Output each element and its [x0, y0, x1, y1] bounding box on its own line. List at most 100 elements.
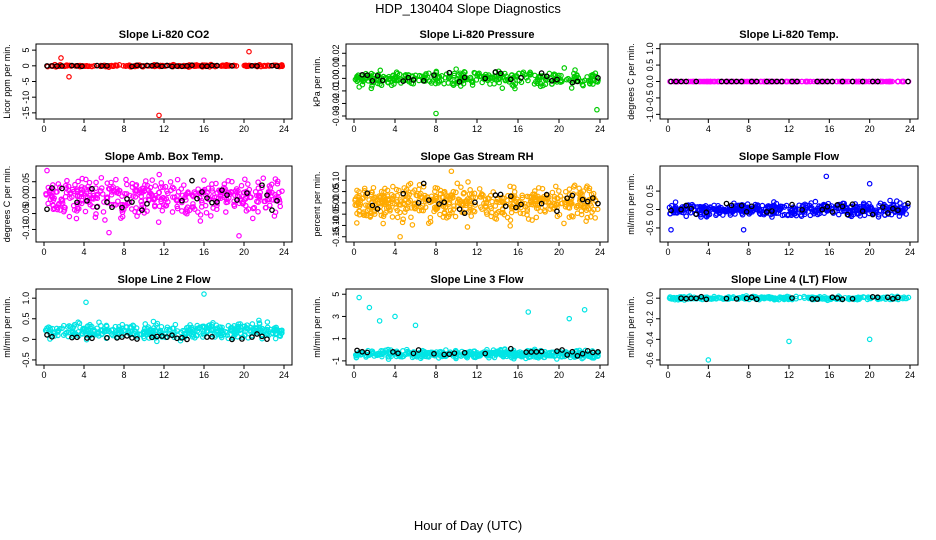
- data-point: [467, 187, 473, 193]
- data-point: [549, 189, 556, 196]
- data-point: [352, 76, 359, 83]
- data-point-black: [164, 334, 170, 340]
- y-tick-label: 0.02: [331, 45, 341, 63]
- y-axis-label: ml/min per min.: [626, 296, 636, 358]
- data-point-black: [589, 349, 596, 356]
- data-point: [112, 323, 119, 330]
- data-point: [184, 210, 190, 217]
- x-tick-label: 12: [472, 124, 482, 134]
- data-point: [512, 354, 518, 360]
- data-point: [70, 329, 76, 335]
- data-point-black: [119, 334, 125, 340]
- data-point: [428, 196, 435, 203]
- data-point: [531, 81, 538, 87]
- data-point: [58, 201, 64, 208]
- x-tick-label: 4: [392, 124, 397, 134]
- data-point: [190, 201, 196, 207]
- data-point: [407, 180, 414, 187]
- data-point: [507, 183, 513, 190]
- data-point: [524, 208, 531, 214]
- data-point: [133, 205, 139, 211]
- data-point: [549, 81, 555, 87]
- x-tick-label: 8: [746, 124, 751, 134]
- data-point: [223, 62, 230, 68]
- data-point: [195, 209, 201, 215]
- data-point-black: [829, 78, 836, 85]
- y-tick-label: 5: [331, 292, 341, 297]
- data-point: [123, 176, 129, 183]
- data-point: [441, 80, 447, 87]
- data-point: [390, 183, 396, 190]
- data-point-black: [149, 334, 155, 341]
- data-point: [491, 350, 498, 357]
- data-point-black: [569, 348, 576, 355]
- data-point-black: [461, 210, 468, 217]
- data-point-black: [104, 334, 110, 341]
- outlier-point: [866, 336, 873, 343]
- data-point: [92, 214, 99, 221]
- data-point: [66, 323, 72, 329]
- data-point-black: [209, 333, 215, 340]
- data-point: [385, 356, 392, 362]
- data-point-black: [548, 77, 555, 84]
- x-tick-label: 24: [279, 124, 289, 134]
- data-point: [472, 202, 479, 208]
- data-point: [74, 186, 81, 193]
- data-point-black: [461, 349, 468, 356]
- data-point: [439, 73, 445, 79]
- data-point: [272, 335, 279, 342]
- data-point-black: [79, 63, 85, 70]
- y-axis-label: percent per min.: [312, 171, 322, 236]
- data-point: [711, 78, 718, 85]
- data-point: [545, 199, 552, 205]
- data-point-black: [874, 294, 881, 301]
- x-tick-label: 16: [513, 370, 523, 380]
- data-point: [252, 189, 259, 195]
- data-point-black: [703, 296, 710, 303]
- data-point: [146, 335, 152, 341]
- data-point-black: [507, 76, 514, 83]
- data-point: [255, 179, 261, 186]
- data-point: [249, 215, 256, 222]
- data-point-black: [224, 192, 230, 198]
- x-tick-label: 8: [433, 370, 438, 380]
- x-tick-label: 16: [824, 124, 834, 134]
- outlier-point: [156, 112, 162, 119]
- data-point: [74, 208, 80, 214]
- data-point: [380, 220, 387, 227]
- data-point: [266, 183, 273, 189]
- data-point: [473, 77, 480, 83]
- data-point: [670, 78, 677, 85]
- data-point: [533, 214, 540, 221]
- data-point: [238, 182, 245, 189]
- data-point: [761, 78, 768, 85]
- x-tick-label: 12: [159, 370, 169, 380]
- outlier-point: [66, 73, 72, 80]
- outlier-point: [433, 110, 439, 117]
- data-point: [151, 196, 158, 203]
- data-point: [901, 294, 907, 300]
- data-point-black: [259, 333, 265, 340]
- x-tick-label: 0: [665, 247, 670, 257]
- data-point: [846, 78, 852, 85]
- data-point: [228, 189, 234, 196]
- data-point: [508, 209, 515, 216]
- data-point: [849, 207, 856, 213]
- data-point-black: [703, 209, 710, 216]
- data-point: [571, 353, 578, 359]
- outlier-point: [83, 299, 89, 306]
- data-point: [570, 213, 576, 220]
- x-tick-label: 4: [706, 124, 711, 134]
- data-point: [447, 207, 454, 214]
- data-point-black: [794, 78, 800, 85]
- data-point: [410, 189, 416, 195]
- data-point: [409, 222, 416, 228]
- data-point-black: [538, 200, 545, 207]
- data-point-black: [74, 199, 80, 206]
- data-point: [354, 187, 360, 194]
- data-point-black: [895, 207, 901, 214]
- data-point-black: [89, 185, 95, 192]
- data-point: [396, 201, 403, 208]
- data-point: [91, 329, 97, 335]
- outlier-point: [566, 315, 573, 322]
